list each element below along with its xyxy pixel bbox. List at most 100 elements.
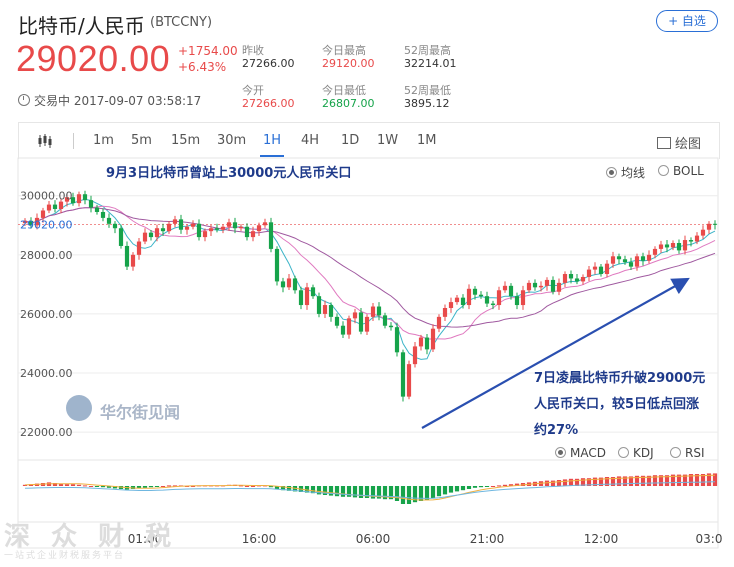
indicator-option-macd[interactable]: MACD [555,446,606,460]
macd-bar [580,478,586,486]
candle-body [532,282,538,288]
macd-bar [592,477,598,486]
add-watchlist-button[interactable]: + 自选 [656,10,718,32]
stat-label-open: 今开 [242,84,264,97]
macd-bar [394,486,400,501]
annotation-line-2: 人民币关口，较5日低点回涨 [534,397,700,412]
candle-body [292,278,298,291]
candle-body [154,228,160,238]
macd-bar [352,486,358,498]
stat-value-day-high: 29120.00 [322,57,375,70]
macd-bar [334,486,340,497]
candle-body [202,231,208,238]
macd-bar [142,486,148,488]
tab-1d[interactable]: 1D [341,133,360,148]
tab-1m[interactable]: 1m [93,133,114,148]
candle-body [634,256,640,267]
monitor-icon [656,137,671,149]
overlay-option-boll[interactable]: BOLL [658,164,704,178]
macd-bar [652,475,658,486]
candle-body [502,285,508,291]
candle-body [304,287,310,306]
annotation-line-1: 7日凌晨比特币升破29000元 [534,371,706,386]
y-tick-label: 28000.00 [20,249,73,262]
price-change: +1754.00 [178,44,238,58]
candle-body [682,240,688,251]
macd-bar [574,478,580,486]
macd-bar [550,480,556,486]
tab-1h[interactable]: 1H [259,133,285,157]
x-tick-label: 16:00 [242,532,277,546]
candle-body [76,194,82,204]
candle-body [94,207,100,212]
candle-body [352,312,358,319]
trend-arrow [421,277,690,429]
price-change-pct: +6.43% [178,60,227,74]
clock-icon [18,94,30,106]
tab-4h[interactable]: 4H [301,133,320,148]
macd-bar [52,483,58,486]
macd-bar [664,475,670,486]
x-tick-label: 01:00 [128,532,163,546]
y-tick-label: 24000.00 [20,367,73,380]
macd-bar [154,486,160,487]
trading-status: 交易中 2017-09-07 03:58:17 [18,92,201,109]
candle-body [280,281,286,288]
indicator-option-rsi[interactable]: RSI [670,446,705,460]
macd-bar [622,476,628,486]
candle-body [226,222,232,227]
x-tick-label: 06:00 [356,532,391,546]
trading-status-text: 交易中 2017-09-07 03:58:17 [34,94,202,108]
stat-value-day-low: 26807.00 [322,97,375,110]
macd-bar [706,473,712,486]
macd-bar [322,486,328,495]
stat-label-52w-low: 52周最低 [404,84,451,97]
candle-body [310,287,316,297]
candle-body [508,285,514,297]
draw-tool-button[interactable]: 绘图 [656,133,701,152]
tab-30m[interactable]: 30m [217,133,247,148]
watermark-text: 华尔街见闻 [100,403,181,422]
stat-value-open: 27266.00 [242,97,295,110]
macd-bar [316,486,322,495]
candle-body [712,223,718,225]
ma-short-line [24,198,716,360]
macd-bar [628,476,634,486]
candle-body [262,222,268,226]
macd-bar [484,486,490,487]
candle-body [214,228,220,230]
tab-5m[interactable]: 5m [131,133,152,148]
tab-1w[interactable]: 1W [377,133,399,148]
macd-bar [412,486,418,503]
macd-bar [328,486,334,496]
radio-selected-icon [555,447,566,458]
candle-body [370,306,376,317]
macd-bar [304,486,310,493]
indicator-option-kdj[interactable]: KDJ [618,446,654,460]
macd-bar [166,485,172,487]
macd-bar [106,486,112,488]
chart-toolbar: 1m 5m 15m 30m 1H 4H 1D 1W 1M 绘图 [18,122,720,159]
candle-body [40,210,46,218]
macd-bar [430,486,436,498]
tab-15m[interactable]: 15m [171,133,201,148]
macd-bar [700,474,706,486]
tab-1mo[interactable]: 1M [417,133,437,148]
candle-body [616,256,622,260]
overlay-option-ma[interactable]: 均线 [606,164,645,181]
candle-body [604,263,610,275]
y-tick-label: 26000.00 [20,308,73,321]
candle-body [46,204,52,211]
stat-label-52w-high: 52周最高 [404,44,451,57]
macd-bar [586,478,592,486]
candle-body [364,316,370,332]
macd-bar [556,480,562,486]
macd-bar [70,484,76,486]
candle-body [250,231,256,238]
candle-body [700,229,706,236]
macd-bar [358,486,364,498]
macd-bar [268,486,274,488]
candle-body [466,288,472,306]
macd-bar [346,486,352,497]
candlestick-icon[interactable] [37,134,53,148]
